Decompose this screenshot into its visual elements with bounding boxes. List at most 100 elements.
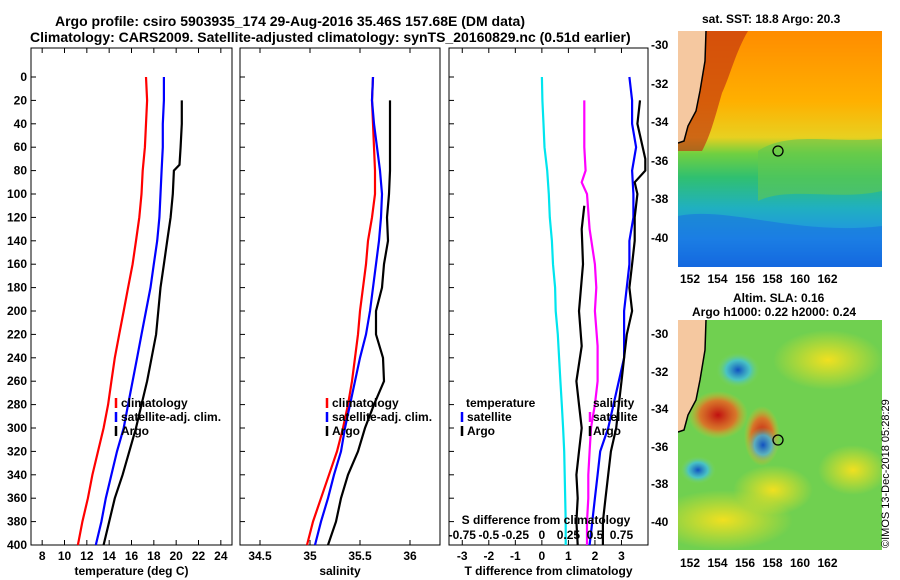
series-line-t-satellite-diff — [580, 100, 599, 545]
title-line-2: Climatology: CARS2009. Satellite-adjuste… — [30, 29, 631, 45]
map-lon-tick-label: 162 — [817, 556, 838, 570]
sla-map-subtitle: Argo h1000: 0.22 h2000: 0.24 — [692, 305, 857, 319]
x-tick-label: 16 — [125, 549, 139, 563]
legend-label: Argo — [332, 424, 360, 438]
legend-label: climatology — [121, 396, 188, 410]
x-tick-label: 35 — [303, 549, 317, 563]
legend-label: temperature — [466, 396, 536, 410]
map-lat-tick-label: -36 — [651, 153, 669, 168]
series-line-s-satellite-diff — [540, 76, 567, 545]
y-tick-label: 240 — [7, 351, 27, 365]
map-lon-tick-label: 154 — [707, 556, 728, 570]
y-tick-label: 340 — [7, 468, 27, 482]
coastline — [678, 31, 707, 144]
legend-label: Argo — [467, 424, 495, 438]
x-tick-label: 10 — [58, 549, 72, 563]
legend-label: salinity — [593, 396, 635, 410]
sst-map-title: sat. SST: 18.8 Argo: 20.3 — [702, 12, 841, 26]
map-lat-tick-label: -34 — [651, 115, 669, 129]
sla-map-title: Altim. SLA: 0.16 — [733, 291, 825, 305]
series-line-t-sat-overlay — [588, 76, 638, 546]
series-line-satellite-adj-clim- — [94, 77, 165, 546]
x-tick-label: -1 — [510, 549, 521, 563]
credit: ©IMOS 13-Dec-2018 05:28:29 — [880, 399, 892, 548]
sla-land-mask — [678, 320, 706, 432]
series-line-climatology — [305, 76, 377, 546]
y-tick-label: 140 — [7, 234, 27, 248]
legend-label: satellite-adj. clim. — [121, 410, 221, 424]
argo-position-marker — [772, 145, 784, 157]
x-tick-label: -2 — [483, 549, 494, 563]
map-lat-tick-label: -30 — [651, 38, 669, 52]
y-tick-label: 320 — [7, 444, 27, 458]
warm-eddy — [688, 391, 748, 439]
sla-argo-position-marker — [772, 434, 784, 446]
x-tick-label: 0 — [539, 549, 546, 563]
map-lon-tick-label: 162 — [817, 272, 838, 286]
s-tick-label: -0.25 — [502, 528, 530, 542]
x-tick-label: 1 — [565, 549, 572, 563]
map-lon-tick-label: 152 — [680, 556, 701, 570]
map-lat-tick-label: -36 — [651, 439, 669, 454]
x-tick-label: 24 — [214, 549, 228, 563]
y-tick-label: 360 — [7, 491, 27, 505]
x-axis-label: temperature (deg C) — [74, 564, 188, 578]
s-tick-label: -0.75 — [449, 528, 477, 542]
series-line-s-argo-diff — [575, 205, 586, 546]
legend-label: satellite — [467, 410, 512, 424]
map-lon-tick-label: 160 — [790, 556, 811, 570]
y-tick-label: 180 — [7, 281, 27, 295]
legend-label: Argo — [593, 424, 621, 438]
map-lat-tick-label: -30 — [651, 327, 669, 341]
x-axis-label: salinity — [319, 564, 361, 578]
map-lat-tick-label: -34 — [651, 402, 669, 416]
y-tick-label: 100 — [7, 187, 27, 201]
map-lat-tick-label: -38 — [651, 477, 669, 491]
y-tick-label: 20 — [14, 93, 28, 107]
x-tick-label: 36 — [403, 549, 417, 563]
difference-panel: -3 -2 -1 0 1 2 3T difference from climatology t… — [448, 47, 649, 578]
land-mask — [678, 31, 706, 143]
map-lat-tick-label: -38 — [651, 192, 669, 206]
map-lon-tick-label: 152 — [680, 272, 701, 286]
s-tick-label: -0.5 — [478, 528, 499, 542]
map-lon-tick-label: 156 — [735, 556, 756, 570]
y-tick-label: 280 — [7, 398, 27, 412]
s-tick-label: 0.75 — [610, 528, 634, 542]
map-lon-tick-label: 158 — [762, 272, 783, 286]
sst-front — [758, 139, 882, 201]
legend-label: satellite — [593, 410, 638, 424]
series-line-climatology — [76, 76, 149, 546]
s-tick-label: 0 — [539, 528, 546, 542]
s-tick-label: 0.25 — [557, 528, 581, 542]
plot-frame — [448, 47, 649, 546]
y-tick-label: 80 — [14, 164, 28, 178]
y-tick-label: 60 — [14, 140, 28, 154]
x-tick-label: 3 — [618, 549, 625, 563]
map-lon-tick-label: 160 — [790, 272, 811, 286]
cold-eddy — [716, 352, 760, 388]
x-tick-label: 2 — [592, 549, 599, 563]
series-line-t-argo-diff — [601, 100, 647, 545]
y-tick-label: 260 — [7, 374, 27, 388]
x-tick-label: 14 — [102, 549, 116, 563]
map-lat-tick-label: -40 — [651, 230, 669, 245]
x-tick-label: 35.5 — [348, 549, 372, 563]
sla-coastline — [678, 320, 707, 433]
y-tick-label: 300 — [7, 421, 27, 435]
y-tick-label: 220 — [7, 327, 27, 341]
cold-eddy-3 — [680, 456, 716, 484]
y-tick-label: 400 — [7, 538, 27, 552]
legend-label: Argo — [121, 424, 149, 438]
s-axis-label: S difference from climatology — [462, 513, 631, 527]
title-line-1: Argo profile: csiro 5903935_174 29-Aug-2… — [55, 13, 525, 29]
legend-label: satellite-adj. clim. — [332, 410, 432, 424]
x-tick-label: 12 — [80, 549, 94, 563]
cold-water — [678, 213, 882, 267]
series-line-argo — [102, 100, 183, 546]
plot-frame — [30, 47, 233, 546]
x-tick-label: 34.5 — [248, 549, 272, 563]
y-tick-label: 120 — [7, 210, 27, 224]
map-lat-tick-label: -32 — [651, 76, 669, 91]
